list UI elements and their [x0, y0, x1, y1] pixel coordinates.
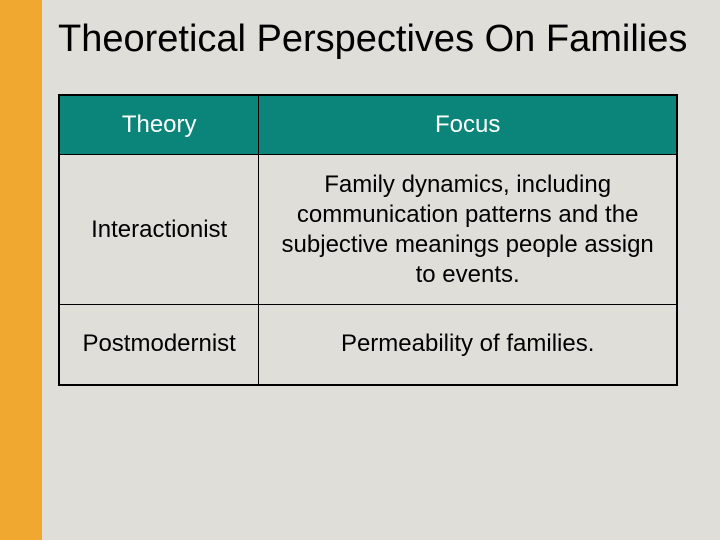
- table-header-row: Theory Focus: [59, 95, 677, 155]
- focus-cell: Family dynamics, including communication…: [259, 155, 677, 305]
- theory-cell: Interactionist: [59, 155, 259, 305]
- table-row: Interactionist Family dynamics, includin…: [59, 155, 677, 305]
- column-header-theory: Theory: [59, 95, 259, 155]
- slide-content: Theoretical Perspectives On Families The…: [58, 18, 690, 386]
- accent-bar: [0, 0, 42, 540]
- page-title: Theoretical Perspectives On Families: [58, 18, 690, 62]
- theory-cell: Postmodernist: [59, 305, 259, 385]
- focus-cell: Permeability of families.: [259, 305, 677, 385]
- perspectives-table: Theory Focus Interactionist Family dynam…: [58, 94, 678, 386]
- column-header-focus: Focus: [259, 95, 677, 155]
- table-row: Postmodernist Permeability of families.: [59, 305, 677, 385]
